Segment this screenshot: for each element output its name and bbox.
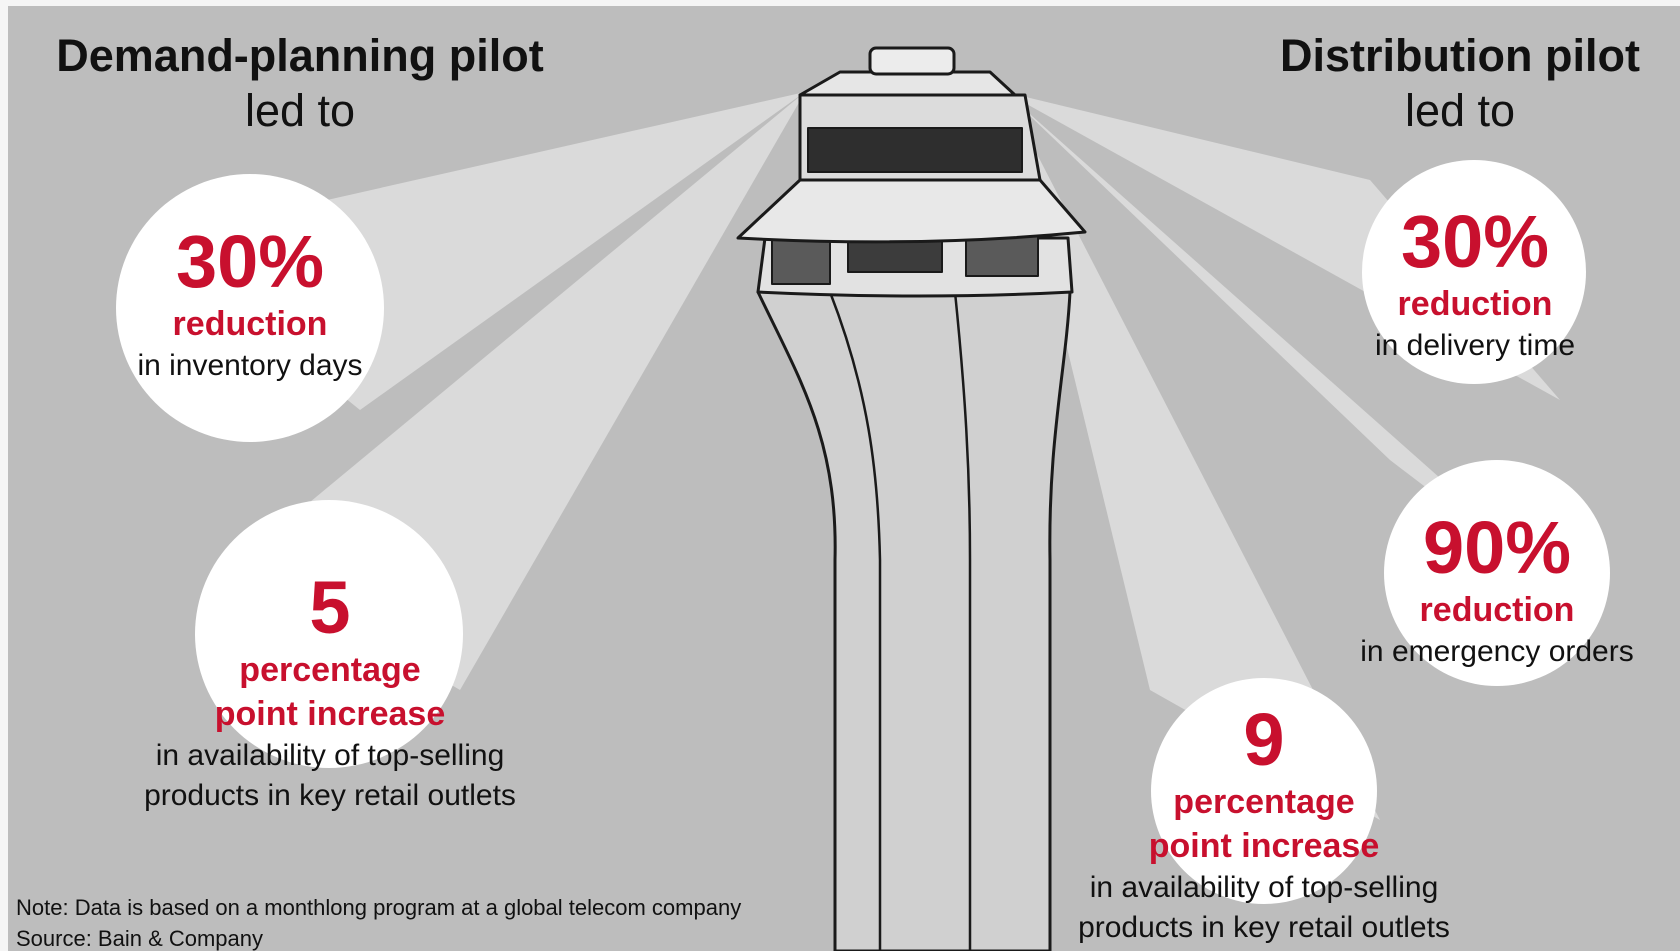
stat-delivery-value: 30% [1400,200,1550,283]
stat-delivery-label: reduction [1397,285,1553,323]
tower-roof-cap [868,46,956,76]
stat-availability-right-label-1: percentage [1173,783,1355,821]
right-heading: Distribution pilot led to [1250,30,1670,140]
stat-availability-right: 9 percentage point increase in availabil… [1024,700,1504,948]
stat-circles [116,160,1610,904]
emergency-circle [1384,460,1610,686]
stat-emergency-label: reduction [1419,591,1575,629]
stat-availability-left: 5 percentage point increase in availabil… [90,568,570,816]
stat-emergency-value: 90% [1422,506,1572,589]
air-traffic-control-tower-icon [736,46,1087,951]
delivery-circle [1362,160,1586,384]
footnote-note: Note: Data is based on a monthlong progr… [16,895,742,920]
stat-delivery-description: in delivery time [1374,329,1576,362]
stat-inventory-value: 30% [175,220,325,303]
left-heading-title: Demand-planning pilot [56,30,544,81]
tower-shaft-line-right [953,291,972,951]
stat-availability-right-label-2: point increase [1148,827,1380,865]
tower-canopy [736,178,1087,244]
availability-right-circle [1151,678,1377,904]
tower-lower-window-left [771,235,831,285]
stat-availability-left-label-2: point increase [214,695,446,733]
right-heading-title: Distribution pilot [1280,30,1640,81]
stat-inventory: 30% reduction in inventory days [110,222,390,386]
stat-availability-left-value: 5 [309,566,351,649]
stat-inventory-label: reduction [172,305,328,343]
stat-availability-left-label-1: percentage [239,651,421,689]
stat-availability-left-description-2: products in key retail outlets [144,779,516,812]
stat-delivery: 30% reduction in delivery time [1330,202,1620,366]
availability-left-circle [195,500,463,768]
beam-to-availability-right-circle [1005,92,1380,820]
footnote-source: Source: Bain & Company [16,926,264,951]
stat-availability-right-description-1: in availability of top-selling [1089,871,1439,904]
stat-inventory-description: in inventory days [137,349,363,382]
tower-shaft [756,290,1072,951]
stat-emergency-description: in emergency orders [1360,635,1634,668]
tower-shaft-line-left [828,291,882,951]
tower-cab-windows [807,127,1023,173]
right-heading-subtitle: led to [1404,85,1516,136]
left-heading: Demand-planning pilot led to [20,30,580,140]
left-heading-subtitle: led to [244,85,356,136]
inventory-circle [116,174,384,442]
stat-availability-left-description-1: in availability of top-selling [155,739,505,772]
stat-availability-right-description-2: products in key retail outlets [1078,911,1450,944]
stat-availability-right-value: 9 [1243,698,1285,781]
stat-emergency: 90% reduction in emergency orders [1342,508,1652,672]
